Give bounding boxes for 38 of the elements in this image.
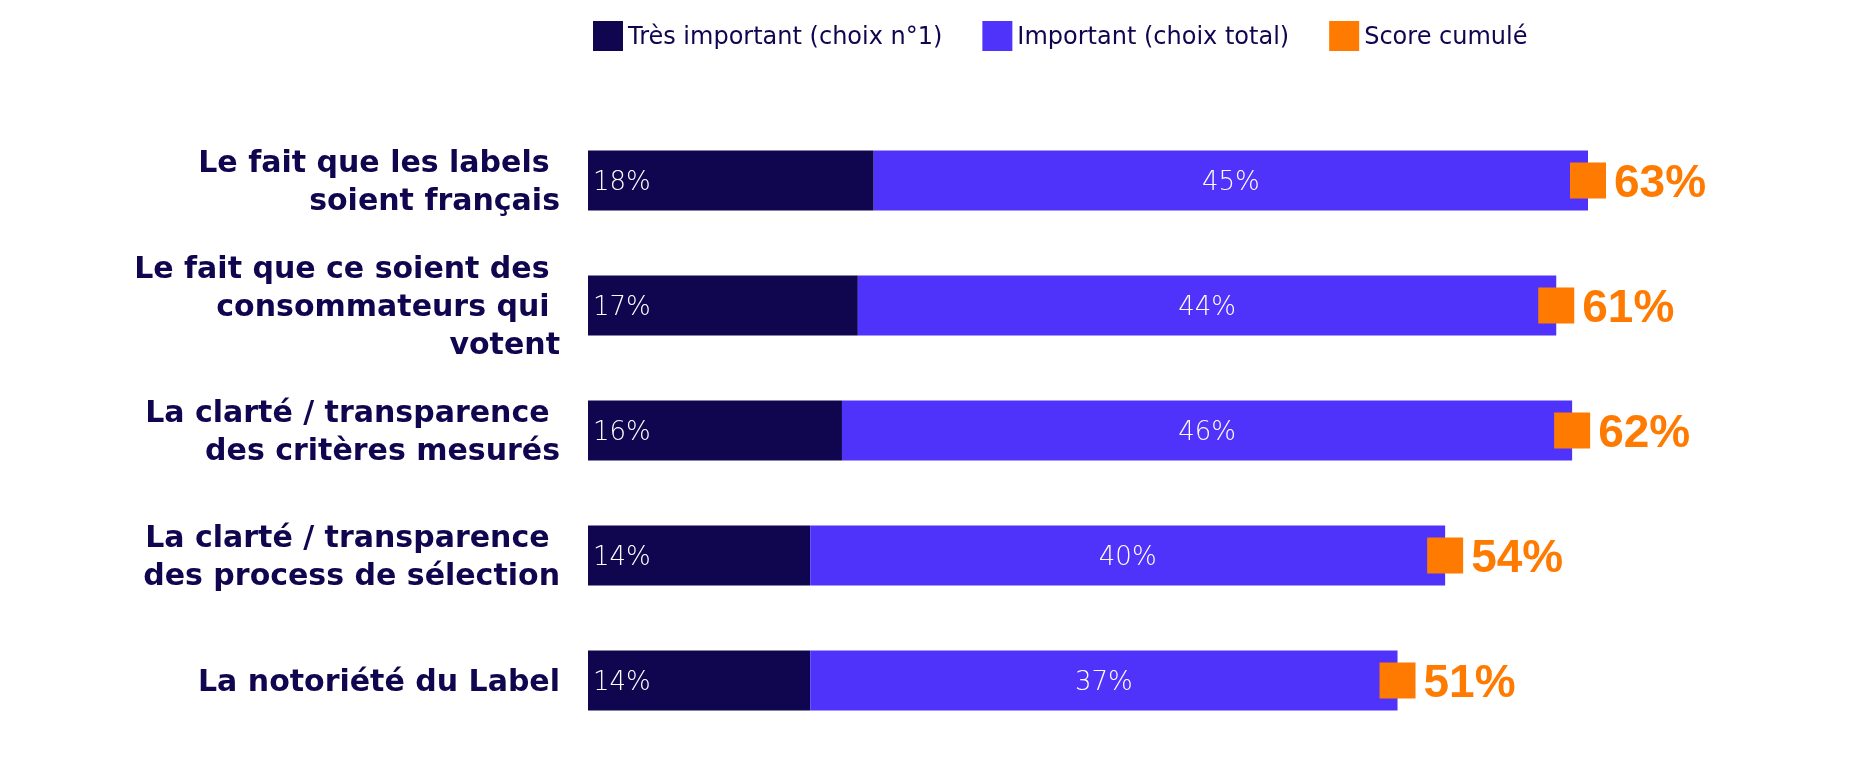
data-label: 14%: [593, 665, 651, 696]
bar: [588, 650, 811, 711]
y-tick-label: La notoriété du Label: [197, 663, 560, 698]
data-label: 18%: [593, 165, 651, 196]
bar: [841, 400, 1573, 461]
bar: [588, 275, 858, 336]
bar: [810, 525, 1446, 586]
data-label: 62%: [1598, 404, 1691, 457]
data-label: 46%: [1178, 415, 1236, 446]
y-tick-label: La clarté / transparence des process de sélection: [143, 519, 560, 592]
legend-label: Très important (choix n°1): [627, 22, 943, 50]
point: [1379, 662, 1416, 699]
point: [1554, 412, 1591, 449]
data-label: 45%: [1201, 165, 1260, 196]
bar: [588, 525, 811, 586]
data-label: 14%: [593, 540, 651, 571]
point: [1570, 162, 1606, 199]
data-label: 17%: [593, 290, 651, 321]
bar: [810, 650, 1398, 711]
bar: [873, 150, 1588, 211]
legend-label: Score cumulé: [1364, 22, 1528, 50]
point: [1427, 537, 1464, 574]
point: [1538, 287, 1575, 324]
data-label: 63%: [1614, 154, 1707, 207]
y-tick-label: Le fait que ce soient des consommateurs qui votent: [134, 250, 560, 361]
bar: [588, 150, 874, 211]
legend-label: Important (choix total): [1017, 22, 1290, 50]
bar: [857, 275, 1557, 336]
data-label: 54%: [1471, 529, 1564, 582]
data-label: 16%: [593, 415, 651, 446]
y-tick-label: La clarté / transparence des critères mesurés: [145, 394, 560, 467]
data-label: 61%: [1582, 279, 1675, 332]
data-label: 40%: [1098, 540, 1157, 571]
data-label: 51%: [1423, 654, 1516, 707]
bar: [588, 400, 842, 461]
data-label: 37%: [1074, 665, 1133, 696]
data-label: 44%: [1178, 290, 1236, 321]
y-tick-label: Le fait que les labels soient français: [198, 144, 560, 217]
